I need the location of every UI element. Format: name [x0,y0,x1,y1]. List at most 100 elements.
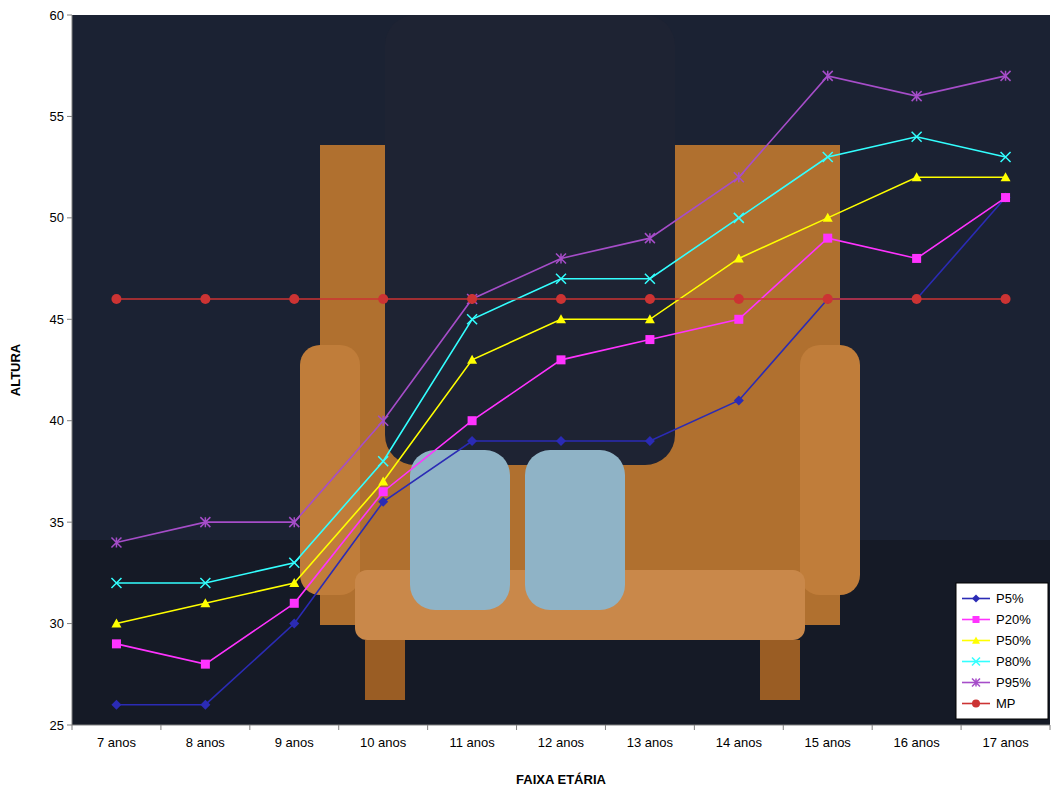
marker [734,294,744,304]
marker [1001,71,1011,81]
marker [378,294,388,304]
series-line [116,198,1005,665]
marker [112,639,121,648]
x-tick-label: 14 anos [716,735,763,750]
marker [645,274,655,284]
series-line [116,76,1005,543]
series-line [116,198,1005,705]
marker [823,294,833,304]
x-tick [872,725,873,730]
y-axis-line [72,15,73,725]
y-tick [67,15,72,16]
marker [972,700,980,708]
x-tick-label: 9 anos [275,735,315,750]
marker [467,314,477,324]
y-tick [67,217,72,218]
chair-leg [365,640,405,700]
marker [1001,294,1011,304]
legend-label: P95% [996,675,1031,690]
series-line [116,177,1005,623]
marker [289,619,299,629]
x-tick-label: 11 anos [449,735,495,750]
marker [734,395,744,405]
marker [1001,172,1011,181]
marker [378,456,388,466]
x-tick [249,725,250,730]
y-tick-label: 50 [50,210,64,225]
axes: 25303540455055607 anos8 anos9 anos10 ano… [8,8,1050,788]
x-tick-label: 7 anos [97,735,137,750]
marker [645,436,655,446]
marker [823,152,833,162]
plot-background [72,15,1050,725]
x-tick [72,725,73,730]
chart: 25303540455055607 anos8 anos9 anos10 ano… [0,0,1059,793]
y-tick [67,319,72,320]
marker [111,578,121,588]
x-axis-line [72,725,1050,726]
marker [556,314,566,323]
legend-box [956,583,1048,719]
marker [200,700,210,710]
marker [556,253,566,263]
figure [385,15,675,465]
marker [823,213,833,222]
y-tick-label: 25 [50,718,64,733]
marker [289,558,299,568]
marker [378,477,388,486]
marker [289,578,299,587]
x-tick-label: 10 anos [360,735,407,750]
x-axis-title: FAIXA ETÁRIA [516,772,606,787]
x-tick [160,725,161,730]
legend-label: P5% [996,591,1024,606]
marker [467,294,477,304]
marker [378,416,388,426]
x-tick [427,725,428,730]
marker [289,294,299,304]
marker [645,294,655,304]
marker [823,234,832,243]
marker [200,517,210,527]
legend-label: P20% [996,612,1031,627]
x-tick [961,725,962,730]
marker [378,497,388,507]
chair-arm [800,345,860,595]
x-tick-label: 17 anos [982,735,1029,750]
marker [645,335,654,344]
marker [912,294,922,304]
y-tick [67,420,72,421]
x-tick-label: 16 anos [894,735,941,750]
marker [556,294,566,304]
marker [111,537,121,547]
x-tick [783,725,784,730]
x-tick-label: 12 anos [538,735,585,750]
series-line [116,137,1005,583]
marker [823,71,833,81]
marker [467,294,477,304]
marker [200,578,210,588]
marker [111,700,121,710]
marker [912,132,922,142]
legend-label: P50% [996,633,1031,648]
x-tick [516,725,517,730]
series [111,71,1010,548]
legend-label: P80% [996,654,1031,669]
marker [1001,193,1011,203]
marker [823,294,833,304]
series [111,294,1010,304]
marker [200,598,210,607]
series [111,172,1010,627]
y-tick [67,725,72,726]
y-tick-label: 40 [50,413,64,428]
marker [1001,193,1010,202]
marker [200,294,210,304]
marker [973,616,980,623]
marker [289,517,299,527]
marker [972,658,980,666]
marker [111,294,121,304]
marker [557,355,566,364]
y-tick [67,522,72,523]
marker [556,274,566,284]
y-tick-label: 60 [50,8,64,23]
x-tick-label: 8 anos [186,735,226,750]
